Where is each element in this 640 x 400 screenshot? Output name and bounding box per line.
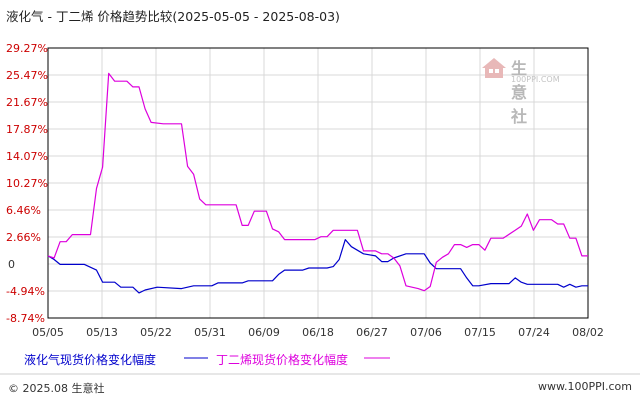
y-tick-label: 0 — [8, 258, 15, 271]
x-tick-label: 05/13 — [86, 326, 118, 339]
y-tick-label: 25.47% — [6, 69, 48, 82]
series-line-2 — [47, 72, 588, 292]
y-tick-label: 14.07% — [6, 150, 48, 163]
y-tick-label: 17.87% — [6, 123, 48, 136]
x-tick-label: 07/06 — [410, 326, 442, 339]
y-tick-label: 6.46% — [6, 204, 41, 217]
x-tick-label: 08/02 — [572, 326, 604, 339]
legend-label-series1: 液化气现货价格变化幅度 — [24, 353, 157, 367]
x-tick-label: 07/24 — [518, 326, 550, 339]
x-tick-label: 06/09 — [248, 326, 280, 339]
x-tick-label: 05/22 — [140, 326, 172, 339]
house-icon — [482, 58, 506, 78]
watermark-text: 生意社 — [511, 59, 528, 126]
x-tick-label: 07/15 — [464, 326, 496, 339]
y-axis-ticks: 29.27% 25.47% 21.67% 17.87% 14.07% 10.27% 6.46… — [6, 42, 48, 325]
x-tick-label: 05/05 — [32, 326, 64, 339]
y-tick-label: 21.67% — [6, 96, 48, 109]
series — [47, 72, 588, 294]
legend-label-series2: 丁二烯现货价格变化幅度 — [216, 353, 349, 367]
x-tick-label: 05/31 — [194, 326, 226, 339]
y-tick-label: 29.27% — [6, 42, 48, 55]
series-line-1 — [47, 239, 588, 294]
watermark-subtext: 100PPI.COM — [511, 75, 560, 84]
x-tick-label: 06/18 — [302, 326, 334, 339]
y-tick-label: 2.66% — [6, 231, 41, 244]
x-tick-label: 06/27 — [356, 326, 388, 339]
y-tick-label: -4.94% — [6, 285, 45, 298]
x-axis-ticks: 05/05 05/13 05/22 05/31 06/09 06/18 06/27 07/06… — [32, 326, 604, 339]
y-tick-label: 10.27% — [6, 177, 48, 190]
grid — [47, 47, 589, 319]
y-tick-label: -8.74% — [6, 312, 45, 325]
plot-frame — [47, 47, 589, 319]
footer-site-link[interactable]: www.100PPI.com — [538, 380, 632, 393]
footer-copyright: © 2025.08 生意社 — [8, 382, 105, 395]
chart-title: 液化气 - 丁二烯 价格趋势比较(2025-05-05 - 2025-08-03… — [6, 9, 340, 24]
